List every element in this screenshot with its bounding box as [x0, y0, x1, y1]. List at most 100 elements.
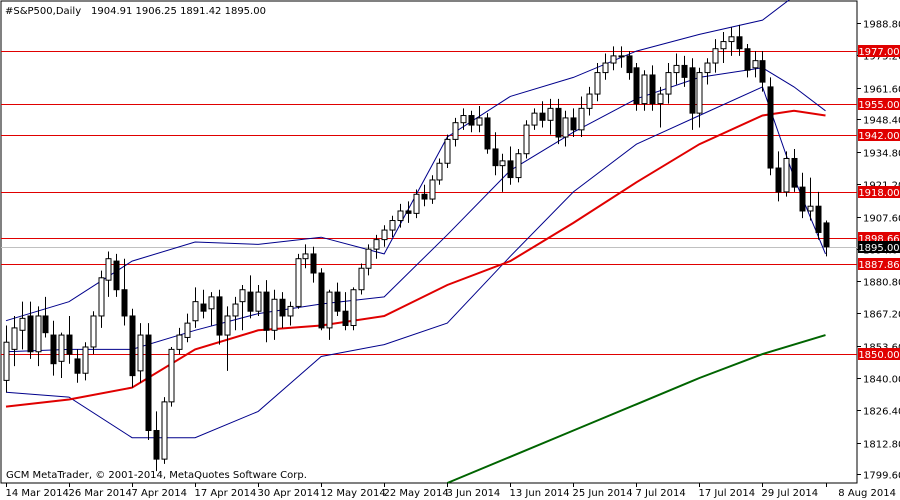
bear-candle: [468, 110, 475, 133]
tag-label: 1895.00: [858, 243, 899, 254]
bull-candle: [712, 39, 719, 73]
bull-candle: [641, 70, 648, 111]
candles: [3, 24, 830, 472]
bear-candle: [342, 292, 349, 331]
bull-candle: [413, 189, 420, 219]
candle-body: [665, 72, 672, 95]
candle-body: [610, 55, 617, 64]
bull-candle: [98, 270, 105, 328]
candle-body: [696, 72, 703, 114]
bear-candle: [42, 296, 49, 338]
tag-box: [858, 241, 900, 253]
bear-candle: [823, 220, 830, 257]
x-tick-label: 14 Mar 2014: [6, 488, 69, 499]
candle-body: [476, 117, 483, 126]
candle-body: [389, 220, 396, 231]
level-tags: 1977.00 1955.00 1942.00 1918.00 1898.66 1887.…: [858, 45, 900, 361]
candle-body: [263, 291, 270, 331]
candle-body: [302, 253, 309, 260]
candle-body: [35, 315, 42, 353]
candle-body: [129, 315, 136, 377]
chart-ohlc: 1904.91 1906.25 1891.42 1895.00: [91, 6, 266, 17]
bull-candle: [452, 117, 459, 147]
candle-body: [523, 124, 530, 155]
bull-candle: [515, 148, 522, 183]
tag-box: [858, 186, 900, 198]
candle-body: [50, 334, 57, 365]
bear-candle: [200, 289, 207, 319]
candle-body: [767, 86, 774, 169]
x-tick-label: 12 May 2014: [321, 488, 386, 499]
candle-body: [421, 193, 428, 200]
bull-candle: [444, 134, 451, 169]
bear-candle: [555, 98, 562, 145]
bear-candle: [570, 108, 577, 138]
bull-candle: [19, 301, 26, 350]
tag-box: [858, 258, 900, 270]
candle-body: [232, 303, 239, 317]
candle-body: [633, 67, 640, 105]
bear-candle: [421, 184, 428, 207]
candle-body: [342, 310, 349, 327]
x-tick-label: 17 Apr 2014: [195, 488, 257, 499]
bear-candle: [759, 51, 766, 92]
candle-body: [405, 210, 412, 214]
bear-candle: [318, 268, 325, 331]
x-tick-label: 7 Apr 2014: [132, 488, 187, 499]
moving-average-green-line: [446, 334, 826, 484]
candle-body: [436, 162, 443, 181]
candle-body: [570, 117, 577, 131]
level-tag: 1942.00: [858, 129, 900, 142]
bear-candle: [633, 63, 640, 111]
bear-candle: [129, 308, 136, 388]
candle-body: [704, 62, 711, 74]
candle-body: [531, 112, 538, 126]
candle-body: [657, 93, 664, 105]
candle-body: [673, 64, 680, 74]
bull-candle: [728, 27, 735, 56]
bull-candle: [610, 46, 617, 71]
candle-body: [239, 289, 246, 303]
tag-label: 1955.00: [858, 100, 899, 111]
bull-candle: [137, 323, 144, 383]
y-tick-label: 1826.40: [863, 407, 900, 418]
tag-box: [858, 98, 900, 110]
bear-candle: [74, 349, 81, 383]
bull-candle: [720, 32, 727, 64]
bull-candle: [161, 397, 168, 464]
candle-body: [74, 358, 81, 374]
bull-candle: [287, 301, 294, 326]
level-tag: 1977.00: [858, 45, 900, 58]
candle-body: [460, 115, 467, 124]
y-tick-label: 1961.60: [863, 85, 900, 96]
bear-candle: [145, 323, 152, 441]
copyright-text: GCM MetaTrader, © 2001-2014, MetaQuotes …: [6, 470, 307, 481]
bull-candle: [523, 120, 530, 159]
bear-candle: [815, 191, 822, 240]
bear-candle: [310, 246, 317, 283]
bull-candle: [704, 58, 711, 85]
level-tag: 1918.00: [858, 186, 900, 199]
candle-body: [586, 93, 593, 109]
candle-body: [358, 267, 365, 291]
moving-average-red-line: [5, 109, 826, 408]
bear-candle: [736, 24, 743, 56]
candle-body: [121, 289, 128, 317]
bull-candle: [602, 53, 609, 80]
bear-candle: [247, 275, 254, 319]
plot-frame: [0, 0, 858, 484]
candle-body: [271, 298, 278, 331]
candle-body: [208, 296, 215, 310]
x-tick-label: 26 Mar 2014: [69, 488, 132, 499]
candle-body: [492, 148, 499, 167]
bull-candle: [752, 51, 759, 78]
candle-body: [689, 67, 696, 114]
x-tick-label: 13 Jun 2014: [510, 488, 570, 499]
candle-body: [42, 315, 49, 334]
candle-body: [82, 346, 89, 374]
candle-body: [200, 303, 207, 312]
candle-body: [350, 289, 357, 327]
bear-candle: [113, 253, 120, 297]
x-tick-label: 8 Aug 2014: [838, 488, 896, 499]
candle-body: [137, 334, 144, 372]
